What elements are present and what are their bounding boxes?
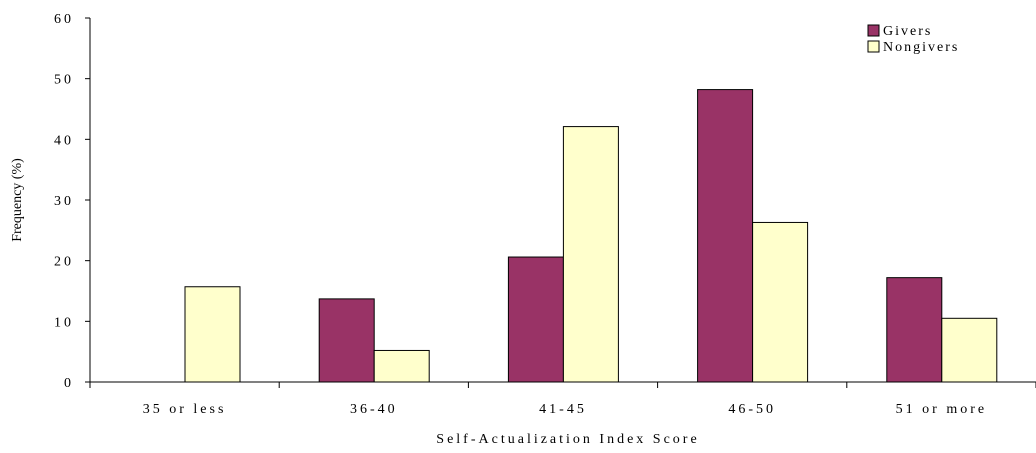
x-tick-label: 51 or more	[896, 402, 987, 417]
legend-label-givers: Givers	[883, 24, 932, 39]
bar-givers-4	[886, 277, 943, 383]
legend-swatch-givers	[867, 24, 880, 37]
bar-nongivers-2	[562, 126, 619, 383]
y-tick-label: 0	[64, 376, 74, 391]
bar-nongivers-0	[184, 286, 241, 383]
bars	[184, 89, 998, 383]
bar-givers-2	[507, 256, 564, 383]
x-tick-label: 35 or less	[143, 402, 227, 417]
legend-swatch-nongivers	[867, 40, 880, 53]
x-tick-label: 41-45	[539, 402, 587, 417]
bar-nongivers-1	[373, 349, 430, 383]
bar-nongivers-4	[941, 317, 998, 383]
bar-givers-1	[318, 298, 375, 383]
x-tick-label: 46-50	[728, 402, 776, 417]
x-tick-label: 36-40	[350, 402, 398, 417]
y-tick-label: 50	[54, 73, 74, 88]
y-tick-label: 20	[54, 255, 74, 270]
y-tick-label: 60	[54, 12, 74, 27]
bar-givers-3	[697, 89, 754, 383]
y-axis-title: Frequency (%)	[10, 158, 25, 242]
x-axis-title: Self-Actualization Index Score	[436, 432, 699, 447]
y-tick-label: 10	[54, 315, 74, 330]
y-tick-label: 40	[54, 133, 74, 148]
bar-nongivers-3	[752, 221, 809, 383]
labels: 0 10 20 30 40 50 60 35 or less 36-40 41-45 46-50 51…	[54, 12, 987, 417]
legend-label-nongivers: Nongivers	[883, 40, 959, 55]
y-tick-label: 30	[54, 194, 74, 209]
